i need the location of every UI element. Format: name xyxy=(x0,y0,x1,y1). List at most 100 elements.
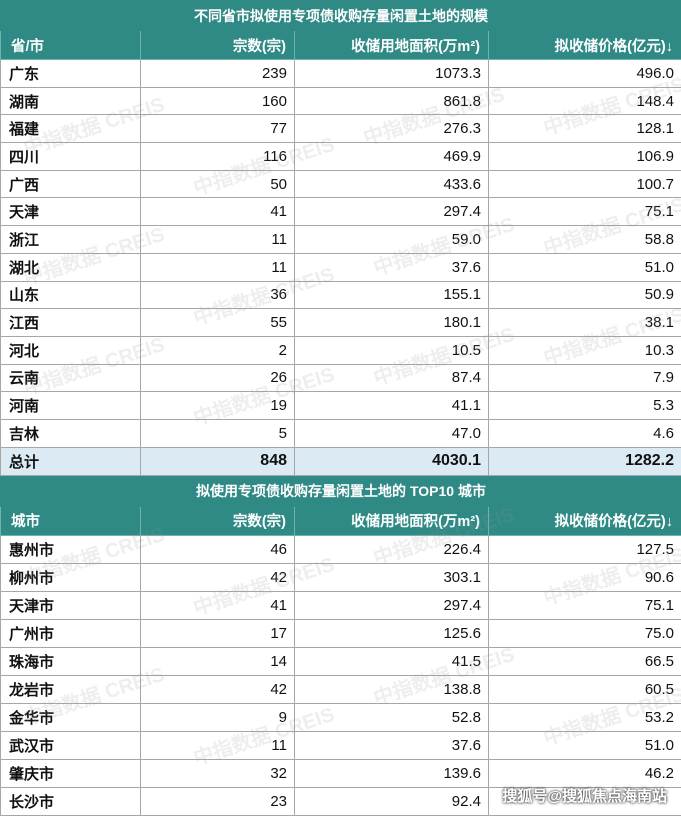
cell-area: 297.4 xyxy=(295,591,489,619)
total-price: 1282.2 xyxy=(489,447,681,475)
cell-price: 148.4 xyxy=(489,87,681,115)
cell-area: 59.0 xyxy=(295,226,489,254)
cell-count: 5 xyxy=(141,419,295,447)
cell-price: 10.3 xyxy=(489,336,681,364)
cell-area: 1073.3 xyxy=(295,60,489,88)
cell-area: 469.9 xyxy=(295,143,489,171)
cell-name: 金华市 xyxy=(1,703,141,731)
header-city: 城市 xyxy=(1,506,141,535)
cell-count: 26 xyxy=(141,364,295,392)
cell-area: 297.4 xyxy=(295,198,489,226)
cell-area: 861.8 xyxy=(295,87,489,115)
cell-count: 23 xyxy=(141,787,295,815)
cell-count: 41 xyxy=(141,591,295,619)
cell-name: 龙岩市 xyxy=(1,675,141,703)
cell-price: 50.9 xyxy=(489,281,681,309)
cell-price: 75.1 xyxy=(489,591,681,619)
cell-name: 柳州市 xyxy=(1,563,141,591)
cell-name: 福建 xyxy=(1,115,141,143)
cell-name: 广东 xyxy=(1,60,141,88)
province-table: 不同省市拟使用专项债收购存量闲置土地的规模 省/市 宗数(宗) 收储用地面积(万… xyxy=(0,0,681,476)
cell-name: 河北 xyxy=(1,336,141,364)
cell-name: 浙江 xyxy=(1,226,141,254)
cell-name: 湖南 xyxy=(1,87,141,115)
cell-name: 湖北 xyxy=(1,253,141,281)
cell-count: 55 xyxy=(141,309,295,337)
header-count: 宗数(宗) xyxy=(141,31,295,60)
cell-area: 155.1 xyxy=(295,281,489,309)
cell-count: 160 xyxy=(141,87,295,115)
cell-area: 47.0 xyxy=(295,419,489,447)
cell-name: 惠州市 xyxy=(1,535,141,563)
cell-count: 77 xyxy=(141,115,295,143)
city-table-title: 拟使用专项债收购存量闲置土地的 TOP10 城市 xyxy=(1,476,681,506)
cell-area: 276.3 xyxy=(295,115,489,143)
cell-name: 江西 xyxy=(1,309,141,337)
cell-name: 天津 xyxy=(1,198,141,226)
cell-price: 496.0 xyxy=(489,60,681,88)
cell-price: 38.1 xyxy=(489,309,681,337)
province-table-title-row: 不同省市拟使用专项债收购存量闲置土地的规模 xyxy=(1,1,681,31)
cell-price: 100.7 xyxy=(489,170,681,198)
cell-area: 87.4 xyxy=(295,364,489,392)
cell-area: 139.6 xyxy=(295,759,489,787)
cell-price: 60.5 xyxy=(489,675,681,703)
cell-price: 58.8 xyxy=(489,226,681,254)
cell-name: 吉林 xyxy=(1,419,141,447)
cell-area: 92.4 xyxy=(295,787,489,815)
cell-price: 128.1 xyxy=(489,115,681,143)
cell-name: 天津市 xyxy=(1,591,141,619)
cell-price: 5.3 xyxy=(489,392,681,420)
cell-price: 75.0 xyxy=(489,619,681,647)
total-row: 总计 848 4030.1 1282.2 xyxy=(1,447,681,475)
cell-name: 肇庆市 xyxy=(1,759,141,787)
source-watermark: 搜狐号@搜狐焦点海南站 xyxy=(502,785,667,806)
cell-price: 46.2 xyxy=(489,759,681,787)
city-table: 拟使用专项债收购存量闲置土地的 TOP10 城市 城市 宗数(宗) 收储用地面积… xyxy=(0,476,681,816)
cell-count: 2 xyxy=(141,336,295,364)
cell-count: 14 xyxy=(141,647,295,675)
cell-area: 226.4 xyxy=(295,535,489,563)
cell-area: 41.1 xyxy=(295,392,489,420)
cell-name: 四川 xyxy=(1,143,141,171)
cell-count: 32 xyxy=(141,759,295,787)
cell-area: 41.5 xyxy=(295,647,489,675)
cell-name: 武汉市 xyxy=(1,731,141,759)
cell-count: 11 xyxy=(141,253,295,281)
cell-count: 46 xyxy=(141,535,295,563)
cell-count: 41 xyxy=(141,198,295,226)
header-price: 拟收储价格(亿元)↓ xyxy=(489,506,681,535)
cell-name: 河南 xyxy=(1,392,141,420)
header-province: 省/市 xyxy=(1,31,141,60)
cell-price: 53.2 xyxy=(489,703,681,731)
cell-count: 239 xyxy=(141,60,295,88)
cell-name: 广西 xyxy=(1,170,141,198)
province-table-header-row: 省/市 宗数(宗) 收储用地面积(万m²) 拟收储价格(亿元)↓ xyxy=(1,31,681,60)
cell-count: 9 xyxy=(141,703,295,731)
cell-count: 11 xyxy=(141,731,295,759)
city-table-title-row: 拟使用专项债收购存量闲置土地的 TOP10 城市 xyxy=(1,476,681,506)
cell-price: 4.6 xyxy=(489,419,681,447)
cell-price: 7.9 xyxy=(489,364,681,392)
